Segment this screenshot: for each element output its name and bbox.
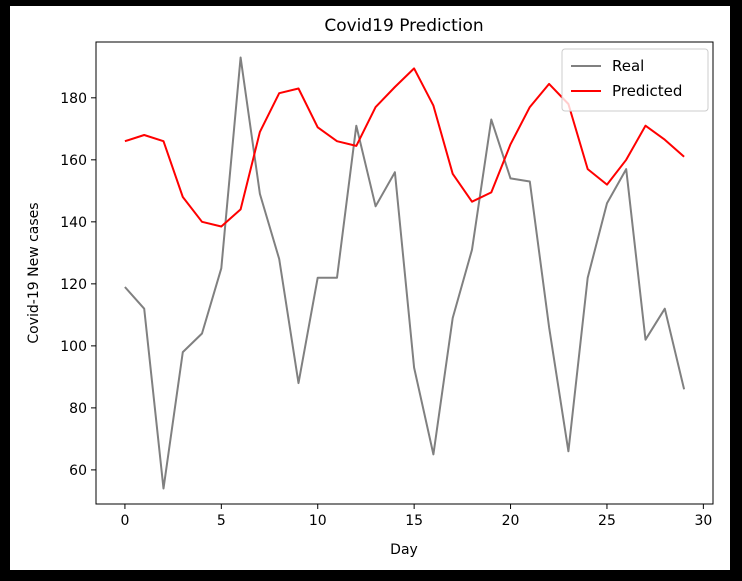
x-axis: 0 5 10 15 20 25 30 [120, 504, 712, 529]
legend-label-predicted: Predicted [612, 82, 682, 100]
x-tick-label: 20 [502, 513, 520, 529]
x-tick-label: 15 [405, 513, 423, 529]
x-tick-label: 25 [598, 513, 616, 529]
y-tick-label: 80 [69, 401, 87, 417]
series-line-real [124, 56, 686, 490]
x-tick-label: 0 [120, 513, 129, 529]
y-tick-label: 180 [60, 91, 87, 107]
y-axis-label: Covid-19 New cases [26, 202, 42, 343]
x-tick-label: 30 [694, 513, 712, 529]
x-axis-label: Day [390, 542, 418, 558]
chart-figure: Covid19 Prediction 0 5 10 15 20 25 30 60 80 100 1… [10, 6, 730, 570]
y-tick-label: 60 [69, 463, 87, 479]
legend: Real Predicted [561, 48, 709, 112]
y-axis: 60 80 100 120 140 160 180 [60, 91, 96, 479]
legend-box [561, 48, 709, 112]
line-chart: Covid19 Prediction 0 5 10 15 20 25 30 60 80 100 1… [26, 16, 714, 558]
plot-area [95, 41, 714, 505]
y-tick-label: 160 [60, 153, 87, 169]
x-tick-label: 10 [309, 513, 327, 529]
y-tick-label: 140 [60, 215, 87, 231]
y-tick-label: 120 [60, 277, 87, 293]
axes-frame [95, 41, 714, 505]
x-tick-label: 5 [217, 513, 226, 529]
y-tick-label: 100 [60, 339, 87, 355]
series-line-predicted [124, 67, 685, 228]
chart-title: Covid19 Prediction [324, 16, 483, 36]
legend-label-real: Real [612, 57, 644, 75]
